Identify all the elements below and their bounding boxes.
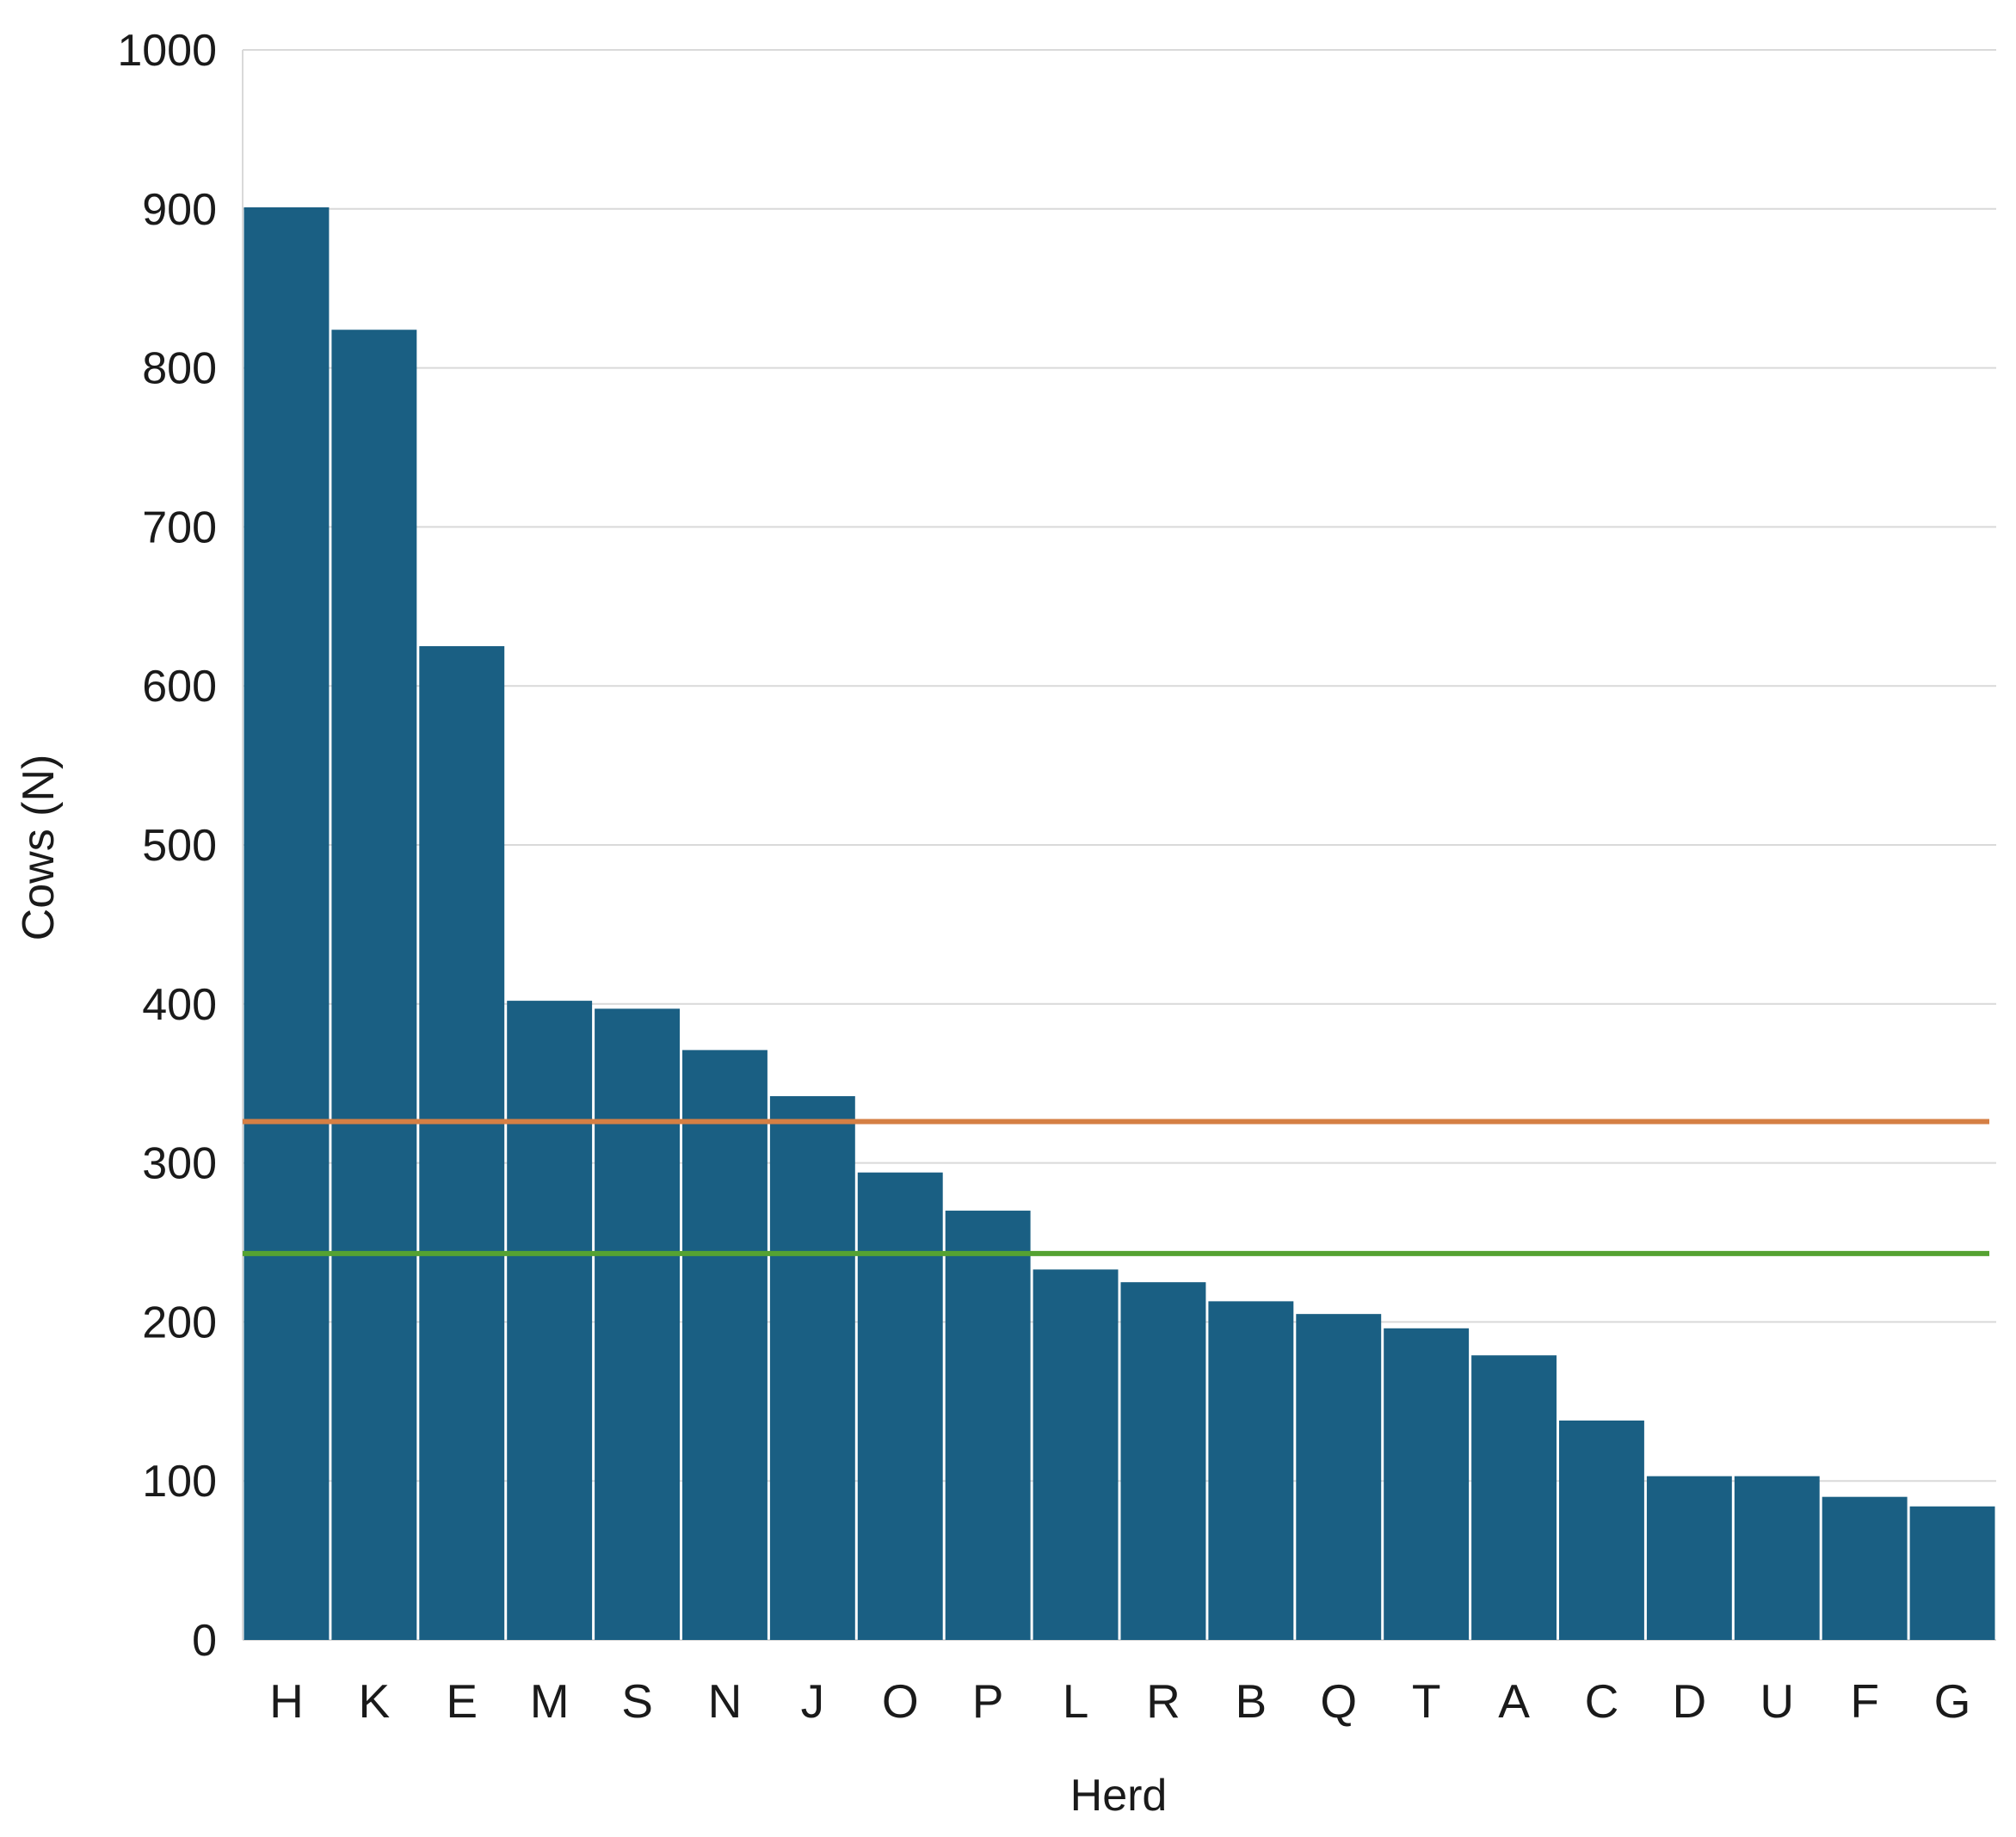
y-tick-label-200: 200 (142, 1298, 217, 1347)
x-category-label-C: C (1585, 1674, 1619, 1728)
bar-L (1033, 1269, 1119, 1640)
bars (244, 207, 1995, 1640)
bar-G (1909, 1506, 1995, 1640)
y-tick-label-500: 500 (142, 821, 217, 871)
bar-T (1384, 1328, 1470, 1640)
x-category-label-O: O (882, 1674, 919, 1728)
bar-K (331, 330, 417, 1640)
x-category-label-U: U (1760, 1674, 1794, 1728)
reference-lines (243, 1119, 1989, 1256)
bar-O (857, 1172, 943, 1640)
y-tick-label-700: 700 (142, 502, 217, 552)
y-tick-label-300: 300 (142, 1139, 217, 1189)
bar-B (1208, 1301, 1294, 1640)
y-tick-label-800: 800 (142, 344, 217, 394)
x-category-label-L: L (1063, 1674, 1089, 1728)
bar-E (419, 646, 505, 1640)
x-category-label-K: K (359, 1674, 391, 1728)
y-axis-ticks: 0 100 200 300 400 500 600 700 800 900 1000 (117, 26, 217, 1666)
bar-D (1646, 1476, 1732, 1640)
x-category-label-G: G (1934, 1674, 1971, 1728)
x-category-label-T: T (1412, 1674, 1441, 1728)
x-category-label-B: B (1236, 1674, 1267, 1728)
y-tick-label-400: 400 (142, 980, 217, 1030)
x-category-label-E: E (446, 1674, 478, 1728)
x-category-label-M: M (530, 1674, 570, 1728)
y-tick-label-900: 900 (142, 185, 217, 235)
x-category-label-R: R (1146, 1674, 1181, 1728)
x-axis-title: Herd (1070, 1771, 1168, 1821)
y-tick-label-1000: 1000 (117, 26, 217, 76)
bar-C (1559, 1420, 1644, 1640)
bar-S (595, 1008, 680, 1640)
bar-P (945, 1211, 1031, 1640)
bar-J (769, 1095, 855, 1640)
x-category-label-D: D (1672, 1674, 1706, 1728)
bar-F (1822, 1496, 1908, 1640)
x-category-label-J: J (801, 1674, 825, 1728)
bar-R (1120, 1282, 1206, 1640)
y-tick-label-100: 100 (142, 1457, 217, 1507)
x-category-label-F: F (1850, 1674, 1879, 1728)
bar-H (244, 207, 330, 1640)
bar-N (682, 1050, 768, 1640)
bar-U (1734, 1476, 1820, 1640)
bar-M (507, 1001, 593, 1640)
y-axis-title: Cows (N) (14, 755, 64, 941)
x-category-label-Q: Q (1320, 1674, 1357, 1728)
bar-Q (1296, 1314, 1382, 1640)
gridlines (242, 49, 1996, 1641)
x-category-label-A: A (1498, 1674, 1530, 1728)
x-category-label-S: S (621, 1674, 653, 1728)
y-tick-label-600: 600 (142, 662, 217, 712)
bar-A (1471, 1355, 1557, 1640)
x-category-label-N: N (708, 1674, 743, 1728)
y-tick-label-0: 0 (192, 1616, 217, 1666)
x-category-label-H: H (269, 1674, 304, 1728)
x-category-label-P: P (972, 1674, 1004, 1728)
